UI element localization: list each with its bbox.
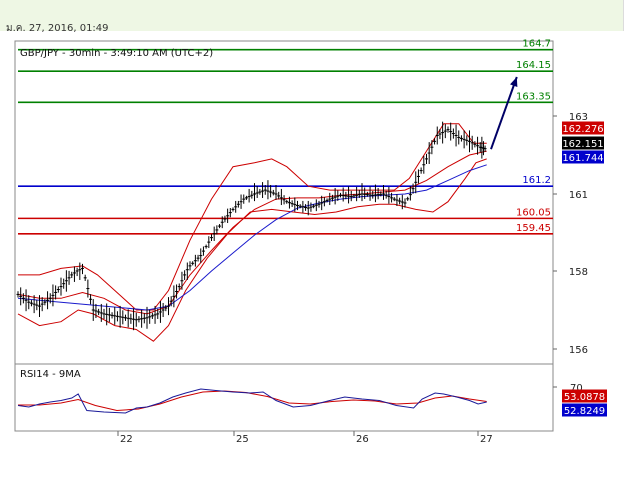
x-axis-label: 25 (236, 434, 249, 445)
price-marker-box (562, 150, 604, 164)
rsi-ma-line (18, 390, 487, 412)
rsi-title: RSI14 - 9MA (20, 369, 81, 380)
price-marker-box (562, 121, 604, 135)
trend-ma (17, 164, 487, 311)
top-bar: ม.ค. 27, 2016, 01:49 (0, 0, 624, 34)
rsi-marker-box (562, 389, 607, 403)
price-axis-label: 161 (569, 190, 588, 201)
level-label: 164.15 (516, 60, 551, 71)
rsi-marker-box (562, 403, 607, 417)
projection-arrow-head (510, 77, 518, 87)
rsi-panel-frame (14, 363, 554, 432)
x-axis-label: 26 (356, 434, 369, 445)
price-marker-label: 162.276 (562, 124, 603, 135)
rsi-marker-label: 52.8249 (564, 406, 605, 417)
lower-band (17, 158, 487, 342)
price-axis-label: 156 (569, 345, 588, 356)
chart-title: GBP/JPY - 30min - 3:49:10 AM (UTC+2) (20, 48, 213, 59)
price-marker-box (562, 136, 604, 150)
rsi-axis-label: 70 (570, 383, 583, 394)
price-axis-label: 163 (569, 112, 588, 123)
level-label: 164.7 (522, 39, 551, 50)
price-marker-label: 162.151 (562, 139, 603, 150)
level-label: 163.35 (516, 91, 551, 102)
mid-ma (17, 150, 487, 315)
level-label: 161.2 (522, 175, 551, 186)
x-axis-label: 22 (120, 434, 133, 445)
price-axis-label: 158 (569, 267, 588, 278)
level-label: 160.05 (516, 207, 551, 218)
rsi-layer (17, 388, 487, 414)
rsi-line (17, 388, 487, 414)
rsi-marker-label: 53.0878 (564, 392, 605, 403)
level-label: 159.45 (516, 223, 551, 234)
upper-band (18, 123, 487, 311)
projection-arrow (490, 76, 518, 150)
timestamp: ม.ค. 27, 2016, 01:49 (6, 23, 109, 34)
price-layer: 164.7 164.15 163.35 161.2 160.05 159.45 (16, 39, 553, 342)
x-axis-label: 27 (480, 434, 493, 445)
price-marker-label: 161.744 (562, 153, 603, 164)
